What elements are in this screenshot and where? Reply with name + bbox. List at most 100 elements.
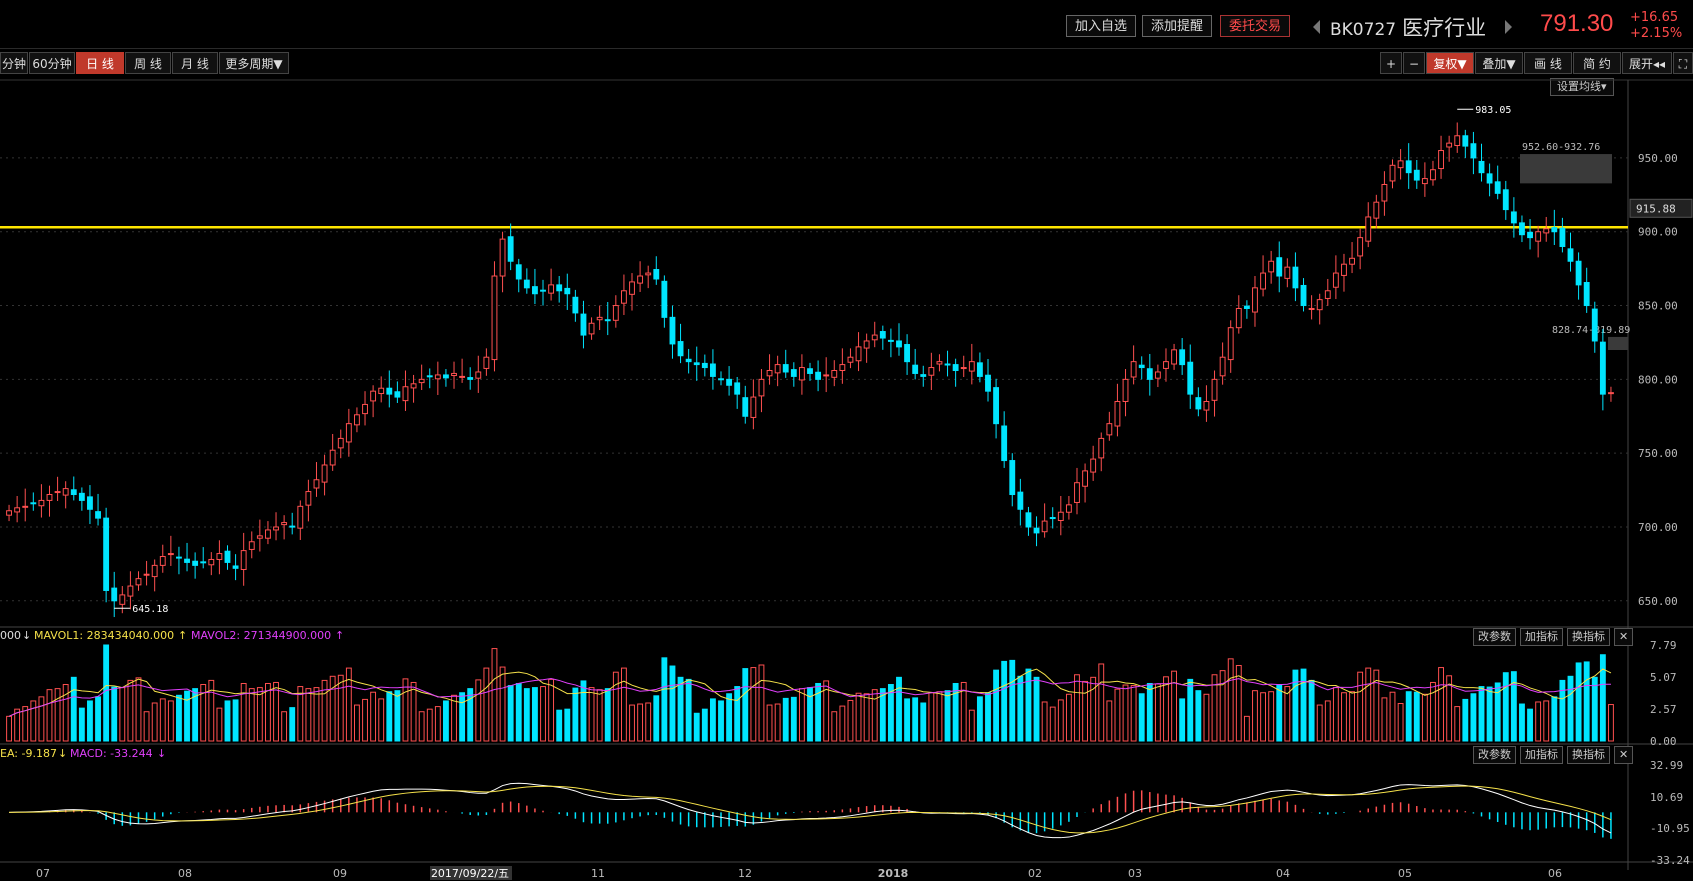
- volume-bar: [734, 686, 741, 742]
- time-axis-label: 11: [591, 867, 605, 880]
- candle-body: [240, 550, 247, 571]
- down-arrow-icon: ↓: [22, 629, 32, 642]
- candle-body: [790, 369, 797, 377]
- candle-body: [548, 284, 555, 294]
- candle-body: [1535, 231, 1542, 242]
- time-axis-label: 08: [178, 867, 192, 880]
- candle-body: [289, 525, 296, 528]
- volume-bar: [313, 687, 320, 742]
- volume-bar: [111, 686, 118, 742]
- candle-body: [766, 370, 773, 377]
- candle-body: [1122, 378, 1129, 403]
- simple-mode-button[interactable]: 简 约: [1573, 52, 1621, 74]
- trade-button[interactable]: 委托交易: [1220, 15, 1291, 37]
- candle-body: [1163, 361, 1169, 369]
- candle-body: [386, 387, 393, 395]
- candle-body: [637, 275, 644, 284]
- tab-daily[interactable]: 日 线: [76, 52, 124, 74]
- volume-bar: [912, 697, 919, 742]
- zoom-out-button[interactable]: −: [1403, 52, 1425, 74]
- candle-body: [709, 363, 716, 377]
- candle-body: [1025, 512, 1032, 528]
- prev-stock-icon[interactable]: [1313, 20, 1320, 34]
- candle-body: [985, 374, 991, 392]
- close-icon[interactable]: ✕: [1614, 628, 1634, 646]
- candle-body: [443, 374, 449, 379]
- volume-bar: [815, 682, 822, 742]
- candle-body: [815, 371, 822, 380]
- volume-bar: [620, 667, 627, 742]
- candle-body: [782, 364, 789, 373]
- tab-60min[interactable]: 60分钟: [29, 52, 75, 74]
- volume-bar: [362, 698, 368, 742]
- volume-bar: [1349, 691, 1355, 742]
- candle-body: [1179, 349, 1186, 366]
- candle-body: [394, 391, 401, 398]
- volume-bar: [758, 664, 765, 742]
- candle-body: [556, 284, 563, 292]
- set-ma-button[interactable]: 设置均线▾: [1550, 78, 1614, 96]
- candle-body: [426, 375, 433, 378]
- macd-switch-indicator-button[interactable]: 换指标: [1567, 746, 1610, 764]
- volume-bar: [661, 657, 668, 742]
- volume-bar: [669, 665, 676, 742]
- add-alert-button[interactable]: 添加提醒: [1142, 15, 1213, 37]
- candle-body: [1017, 491, 1024, 510]
- tab-minute[interactable]: 分钟: [0, 52, 28, 74]
- candle-body: [459, 375, 466, 378]
- volume-bar: [1243, 715, 1250, 742]
- candle-body: [879, 331, 886, 339]
- tab-monthly[interactable]: 月 线: [172, 52, 218, 74]
- volume-bar: [1252, 690, 1258, 742]
- candle-body: [774, 364, 781, 374]
- tab-weekly[interactable]: 周 线: [125, 52, 171, 74]
- tab-more-periods[interactable]: 更多周期▼: [219, 52, 289, 74]
- price-tick-label: 750.00: [1638, 447, 1678, 460]
- candle-body: [370, 390, 377, 402]
- volume-bar: [637, 703, 644, 742]
- volume-bar: [1122, 684, 1129, 742]
- macd-params-button[interactable]: 改参数: [1473, 746, 1516, 764]
- zoom-in-button[interactable]: +: [1380, 52, 1402, 74]
- candle-body: [1389, 164, 1396, 182]
- expand-button[interactable]: 展开◂◂: [1622, 52, 1672, 74]
- vol-switch-indicator-button[interactable]: 换指标: [1567, 628, 1610, 646]
- volume-bar: [1268, 691, 1275, 742]
- price-tick-label: 700.00: [1638, 521, 1678, 534]
- candle-body: [831, 370, 838, 378]
- candle-body: [1324, 290, 1331, 299]
- adjust-dropdown[interactable]: 复权▼: [1426, 52, 1474, 74]
- volume-bar: [774, 703, 781, 742]
- volume-bar: [224, 700, 231, 742]
- candle-body: [345, 423, 352, 443]
- candle-body: [362, 403, 368, 415]
- time-axis-label: 06: [1548, 867, 1562, 880]
- crosshair-date-box: [430, 866, 512, 880]
- candle-body: [726, 378, 733, 386]
- macd-add-indicator-button[interactable]: 加指标: [1520, 746, 1563, 764]
- volume-bar: [62, 684, 69, 742]
- draw-line-button[interactable]: 画 线: [1524, 52, 1572, 74]
- candle-body: [645, 272, 652, 276]
- next-stock-icon[interactable]: [1505, 20, 1512, 34]
- candle-body: [297, 505, 304, 529]
- candle-body: [1171, 349, 1177, 365]
- candle-body: [1341, 263, 1347, 276]
- volume-bar: [78, 707, 85, 742]
- time-axis-label: 12: [738, 867, 752, 880]
- overlay-dropdown[interactable]: 叠加▼: [1475, 52, 1523, 74]
- close-icon[interactable]: ✕: [1614, 746, 1634, 764]
- volume-bar: [1389, 691, 1396, 742]
- vol-params-button[interactable]: 改参数: [1473, 628, 1516, 646]
- up-arrow-icon: ↑: [335, 629, 345, 642]
- candle-body: [1114, 401, 1121, 427]
- candle-body: [1146, 368, 1153, 380]
- top-toolbar: 加入自选 添加提醒 委托交易 BK0727 医疗行业 791.30 +16.65 …: [0, 0, 1693, 49]
- volume-bar: [790, 696, 797, 742]
- candle-body: [572, 296, 579, 314]
- candle-body: [564, 287, 571, 295]
- candle-body: [248, 541, 255, 550]
- add-to-watchlist-button[interactable]: 加入自选: [1066, 15, 1137, 37]
- vol-add-indicator-button[interactable]: 加指标: [1520, 628, 1563, 646]
